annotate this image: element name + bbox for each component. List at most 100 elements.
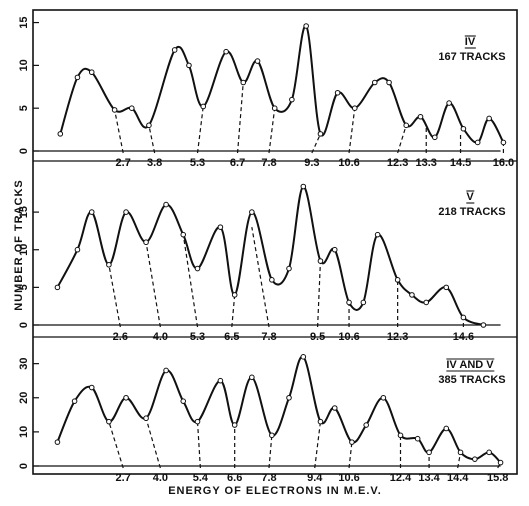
cut-line xyxy=(231,294,236,328)
data-point xyxy=(331,246,338,253)
y-tick-label: 20 xyxy=(18,392,30,404)
y-tick-label: 5 xyxy=(18,105,30,111)
cut-label: 6.6 xyxy=(227,472,242,484)
data-point xyxy=(286,394,292,401)
panel-label: IV xyxy=(465,36,476,48)
cut-label: 2.7 xyxy=(116,472,131,484)
panel-label: V xyxy=(466,191,474,203)
data-point xyxy=(146,122,152,129)
cut-label: 7.8 xyxy=(261,157,276,169)
data-point xyxy=(200,103,207,110)
y-tick-label: 15 xyxy=(18,206,30,218)
cut-line xyxy=(114,109,124,154)
cut-label: 4.0 xyxy=(153,472,168,484)
data-point xyxy=(460,125,467,132)
data-point xyxy=(54,439,61,445)
cut-label: 7.8 xyxy=(261,472,276,484)
y-tick-label: 15 xyxy=(18,16,30,28)
data-point xyxy=(111,107,118,113)
panel-1: 0 5 10 15 2.7 3.8 5.3 6.7 7.8 9.3 10.6 12.3 13.3 14.5… xyxy=(18,16,517,169)
data-point xyxy=(269,432,275,439)
series-curve xyxy=(56,185,484,326)
data-point xyxy=(194,265,201,272)
cut-label: 12.3 xyxy=(387,157,408,169)
data-point xyxy=(163,367,169,374)
cut-line xyxy=(316,261,322,328)
data-point xyxy=(486,449,492,456)
cut-line xyxy=(196,106,204,154)
panel-caption: 385 TRACKS xyxy=(438,374,505,386)
cut-line xyxy=(348,442,353,469)
cut-label: 9.4 xyxy=(307,472,323,484)
y-tick-label: 30 xyxy=(18,358,30,370)
data-point xyxy=(74,74,81,81)
cut-label: 5.3 xyxy=(190,157,205,169)
cut-label: 10.6 xyxy=(338,157,359,169)
data-point xyxy=(286,265,292,272)
data-point xyxy=(414,435,421,442)
cut-line xyxy=(311,133,322,154)
cut-line xyxy=(182,234,199,328)
data-point xyxy=(180,231,187,238)
data-point xyxy=(231,292,238,298)
y-tick-label: 10 xyxy=(18,426,30,438)
y-axis-title: NUMBER OF TRACKS xyxy=(13,179,25,311)
y-tick-label: 0 xyxy=(18,322,30,328)
data-point xyxy=(349,439,355,445)
data-point xyxy=(143,415,149,422)
cut-label: 5.4 xyxy=(193,472,209,484)
cut-line xyxy=(108,264,121,328)
data-point xyxy=(417,113,424,120)
cut-label: 13.4 xyxy=(418,472,440,484)
data-point xyxy=(106,418,112,425)
data-point xyxy=(106,261,112,268)
data-point xyxy=(88,384,95,391)
cut-line xyxy=(145,242,161,328)
panel-caption: 167 TRACKS xyxy=(438,51,505,63)
data-point xyxy=(71,398,78,404)
cut-label: 12.4 xyxy=(390,472,412,484)
panel-label-part: IV xyxy=(446,359,457,371)
data-point xyxy=(497,459,504,466)
cut-label: 6.7 xyxy=(230,157,245,169)
data-point xyxy=(443,425,450,432)
data-point xyxy=(371,79,378,86)
cut-line xyxy=(108,421,124,469)
data-point xyxy=(397,432,404,439)
data-point xyxy=(289,96,295,103)
data-point xyxy=(271,105,278,111)
data-point xyxy=(380,394,387,401)
cut-line xyxy=(397,125,407,154)
data-point xyxy=(403,122,410,129)
data-point xyxy=(472,456,478,462)
data-point xyxy=(360,299,367,306)
cut-label: 9.3 xyxy=(304,157,319,169)
cut-label: 15.8 xyxy=(487,472,508,484)
data-point xyxy=(57,131,64,137)
data-point xyxy=(88,69,95,76)
data-point xyxy=(426,449,432,456)
data-point xyxy=(54,284,61,291)
data-point xyxy=(486,115,492,122)
cut-label: 2.7 xyxy=(116,157,131,169)
panel-label-part: V xyxy=(466,191,474,203)
data-point xyxy=(180,398,187,404)
cut-label: 13.3 xyxy=(416,157,437,169)
cut-line xyxy=(314,421,322,469)
cut-label: 3.8 xyxy=(147,157,162,169)
panel-label-part: V xyxy=(486,359,494,371)
cut-line xyxy=(145,418,161,469)
panel-caption: 218 TRACKS xyxy=(438,206,505,218)
cut-line xyxy=(196,421,201,469)
data-point xyxy=(432,134,438,141)
data-point xyxy=(474,139,481,146)
y-tick-label: 0 xyxy=(18,148,30,154)
cut-line xyxy=(148,125,156,154)
data-point xyxy=(74,246,81,253)
data-point xyxy=(386,79,392,86)
series-curve xyxy=(59,24,505,144)
data-point xyxy=(334,89,341,96)
cut-line xyxy=(268,435,273,469)
